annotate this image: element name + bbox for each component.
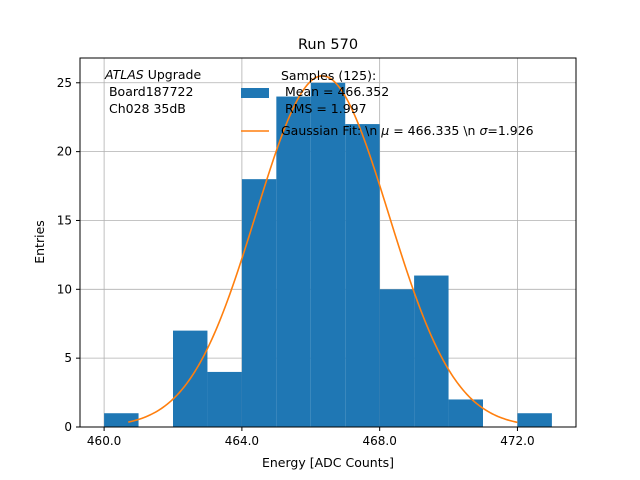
- y-tick-label-4: 20: [57, 145, 72, 159]
- annotation-line-3: Ch028 35dB: [105, 101, 186, 116]
- legend-hist-swatch: [241, 88, 269, 98]
- annotation-line-2: Board187722: [105, 84, 193, 99]
- legend-fit-label: Gaussian Fit: \n μ = 466.335 \n σ=1.926: [281, 123, 534, 138]
- histogram-bar-4: [241, 179, 277, 427]
- y-tick-label-3: 15: [57, 213, 72, 227]
- x-tick-label-2: 468.0: [362, 434, 396, 448]
- y-axis-label: Entries: [32, 220, 47, 264]
- legend: Samples (125): Mean = 466.352 RMS = 1.99…: [241, 68, 534, 138]
- gaussian-fit: [128, 75, 518, 424]
- gaussian-fit-curve: [128, 75, 518, 424]
- histogram-bar-6: [310, 82, 346, 428]
- x-axis-label: Energy [ADC Counts]: [262, 455, 394, 470]
- y-tick-label-1: 5: [64, 351, 72, 365]
- x-tick-label-1: 464.0: [225, 434, 259, 448]
- y-tick-label-2: 10: [57, 282, 72, 296]
- histogram-bar-8: [379, 289, 415, 427]
- legend-fit-prefix: Gaussian Fit: \n: [281, 123, 381, 138]
- x-tick-label-0: 460.0: [87, 434, 121, 448]
- legend-fit-mu-symbol: μ: [380, 123, 389, 138]
- legend-fit-suffix: =1.926: [487, 123, 533, 138]
- annotation-upgrade-word: Upgrade: [144, 67, 202, 82]
- atlas-annotation: ATLAS Upgrade Board187722 Ch028 35dB: [104, 67, 201, 116]
- y-tick-label-0: 0: [64, 420, 72, 434]
- x-axis-ticks: 460.0 464.0 468.0 472.0: [87, 427, 535, 448]
- histogram-bar-7: [345, 124, 380, 428]
- annotation-atlas-word: ATLAS: [104, 67, 144, 82]
- legend-fit-sigma-symbol: σ: [479, 123, 488, 138]
- legend-fit-mid: = 466.335 \n: [389, 123, 479, 138]
- histogram-bars: [104, 82, 552, 428]
- x-tick-label-3: 472.0: [500, 434, 534, 448]
- y-axis-ticks: 0 5 10 15 20 25: [57, 76, 80, 434]
- y-tick-label-5: 25: [57, 76, 72, 90]
- histogram-bar-5: [276, 96, 311, 427]
- legend-hist-label-3: RMS = 1.997: [281, 101, 367, 116]
- histogram-bar-9: [414, 275, 449, 427]
- legend-hist-label-2: Mean = 466.352: [281, 84, 389, 99]
- histogram-bar-0: [104, 413, 139, 427]
- legend-hist-label-1: Samples (125):: [281, 68, 376, 83]
- histogram-bar-3: [207, 371, 242, 427]
- chart-title: Run 570: [298, 37, 358, 53]
- plot-frame: [79, 57, 577, 428]
- annotation-line-1: ATLAS Upgrade: [104, 67, 201, 82]
- histogram-bar-12: [517, 413, 552, 427]
